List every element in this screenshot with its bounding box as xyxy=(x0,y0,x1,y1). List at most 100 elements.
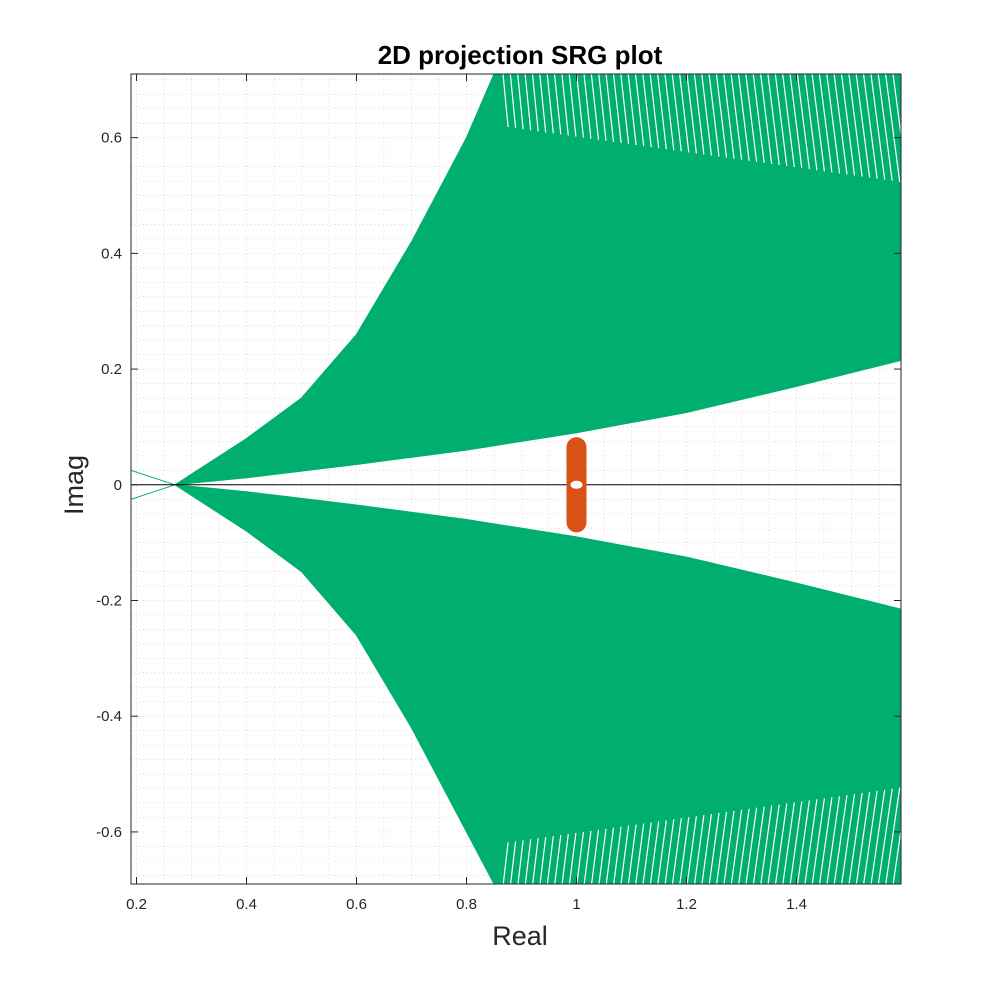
upper-fan-stripe xyxy=(843,74,901,220)
x-tick-label: 1 xyxy=(572,896,580,913)
upper-fan-stripe-gap xyxy=(531,74,539,132)
upper-fan-stripe-gap xyxy=(782,74,795,168)
upper-fan-stripe-gap xyxy=(885,74,901,182)
lower-fan-stripe-gap xyxy=(679,817,690,884)
upper-fan-stripe-gap xyxy=(671,74,682,152)
upper-fan-stripe-gap xyxy=(752,74,765,163)
upper-fan-stripe-gap xyxy=(760,74,773,164)
series-upper-fan xyxy=(131,74,901,486)
lower-fan-stripe-gap xyxy=(855,791,871,884)
upper-fan-stripe-gap xyxy=(590,74,600,140)
upper-fan-stripe-gap xyxy=(642,74,652,148)
lower-fan-stripe-gap xyxy=(760,805,773,884)
upper-fan-stripe xyxy=(887,74,901,141)
upper-fan-stripe-gap xyxy=(840,74,856,176)
lower-fan-stripe-gap xyxy=(657,820,667,884)
y-tick-label: 0.2 xyxy=(101,361,122,378)
y-tick-label: -0.4 xyxy=(96,708,122,725)
upper-fan-stripe-gap xyxy=(701,74,712,156)
upper-fan-stripe-gap xyxy=(679,74,690,153)
lower-fan-stripe-gap xyxy=(841,794,856,884)
x-axis-ticks: 0.2 0.4 0.6 0.8 1 1.2 1.4 xyxy=(126,74,807,913)
upper-fan-stripe xyxy=(595,74,812,237)
upper-fan-stripe-gap xyxy=(502,74,509,128)
lower-fan-stripe xyxy=(851,751,901,884)
clipped-series xyxy=(131,74,901,884)
upper-fan-stripe-gap xyxy=(598,74,607,141)
y-tick-label: 0.4 xyxy=(101,245,122,262)
upper-fan-stripe xyxy=(836,74,901,224)
lower-fan-stripe-gap xyxy=(723,810,735,884)
lower-fan-stripe-gap xyxy=(767,804,780,884)
lower-fan-stripe-gap xyxy=(782,802,795,884)
upper-fan-stripe xyxy=(807,74,901,233)
upper-fan-stripe-gap xyxy=(833,74,848,175)
lower-fan-stripe-gap xyxy=(561,833,569,884)
upper-fan-stripe-gap xyxy=(605,74,615,142)
upper-fan-stripe xyxy=(821,74,901,230)
lower-fan-stripe-gap xyxy=(715,811,728,884)
axes-box xyxy=(130,73,902,885)
upper-fan-stripe-gap xyxy=(737,74,750,161)
upper-fan-stripe xyxy=(661,74,896,244)
upper-fan-stripe-gap xyxy=(715,74,728,158)
lower-fan-stripe-gap xyxy=(730,809,743,884)
upper-fan-stripe-gap xyxy=(870,74,886,180)
upper-fan-stripe xyxy=(573,74,784,234)
upper-fan-stripe xyxy=(580,74,793,235)
lower-fan-stripe-gap xyxy=(686,816,697,884)
upper-fan-stripe-gap xyxy=(877,74,893,181)
lower-fan-stripe-gap xyxy=(583,830,592,884)
lower-fan-stripe-gap xyxy=(818,797,833,884)
lower-fan-stripe-gap xyxy=(804,799,818,884)
lower-fan-stripe-gap xyxy=(532,838,539,884)
upper-fan-stripe xyxy=(602,74,821,237)
lower-fan-stripe-gap xyxy=(605,827,615,884)
upper-fan-stripe-gap xyxy=(561,74,569,136)
lower-fan-stripe-gap xyxy=(752,806,765,884)
lower-fan-stripe xyxy=(858,758,901,884)
lower-fan-stripe-gap xyxy=(796,800,810,884)
lower-fan-stripe-gap xyxy=(590,829,600,884)
upper-fan-stripe-gap xyxy=(634,74,645,147)
lower-fan-stripe-gap xyxy=(598,828,607,884)
lower-fan-stripe-gap xyxy=(708,812,720,884)
lower-fan-stripe-gap xyxy=(576,831,584,884)
series-eigenvalue xyxy=(566,437,587,533)
lower-fan-stripe-gap xyxy=(833,795,848,884)
lower-fan-stripe-gap xyxy=(892,825,901,884)
lower-fan-stripe-gap xyxy=(745,807,758,884)
upper-fan-stripe-gap xyxy=(804,74,818,171)
upper-fan-stripe xyxy=(653,74,886,243)
eigenvalue-center-marker xyxy=(570,480,583,489)
lower-fan-stripe xyxy=(800,734,901,884)
lower-fan-stripe-gap xyxy=(524,839,532,884)
lower-fan-stripe-gap xyxy=(613,826,622,884)
upper-fan-stripe-gap xyxy=(664,74,675,151)
upper-fan-stripe-gap xyxy=(509,74,517,129)
upper-fan-stripe xyxy=(675,74,901,241)
lower-fan-stripe-gap xyxy=(774,803,788,884)
lower-fan-stripe-gap xyxy=(664,819,675,884)
lower-fan-stripe-gap xyxy=(568,832,577,884)
upper-fan-stripe-gap xyxy=(723,74,735,159)
y-tick-label: -0.2 xyxy=(96,593,122,610)
upper-fan-fill xyxy=(131,74,901,486)
lower-fan-stripe-gap xyxy=(701,813,712,884)
upper-fan-stripe xyxy=(829,74,901,228)
lower-fan-stripe-gap xyxy=(649,821,660,884)
lower-fan-stripe-gap xyxy=(848,792,863,884)
y-tick-label: 0.6 xyxy=(101,130,122,147)
lower-fan-stripe-gap xyxy=(554,835,562,884)
lower-fan-stripe-gap xyxy=(502,842,509,884)
upper-fan-stripe-gap xyxy=(627,74,637,146)
upper-fan-stripe-gap xyxy=(583,74,592,139)
upper-fan-stripe-gap xyxy=(730,74,743,160)
x-tick-label: 0.6 xyxy=(346,896,367,913)
lower-fan-stripe xyxy=(887,821,901,884)
plot-area xyxy=(130,73,902,885)
x-tick-label: 1.2 xyxy=(676,896,697,913)
upper-fan-stripe-gap xyxy=(686,74,697,154)
upper-fan-stripe-gap xyxy=(657,74,667,150)
upper-fan-stripe-gap xyxy=(862,74,878,179)
